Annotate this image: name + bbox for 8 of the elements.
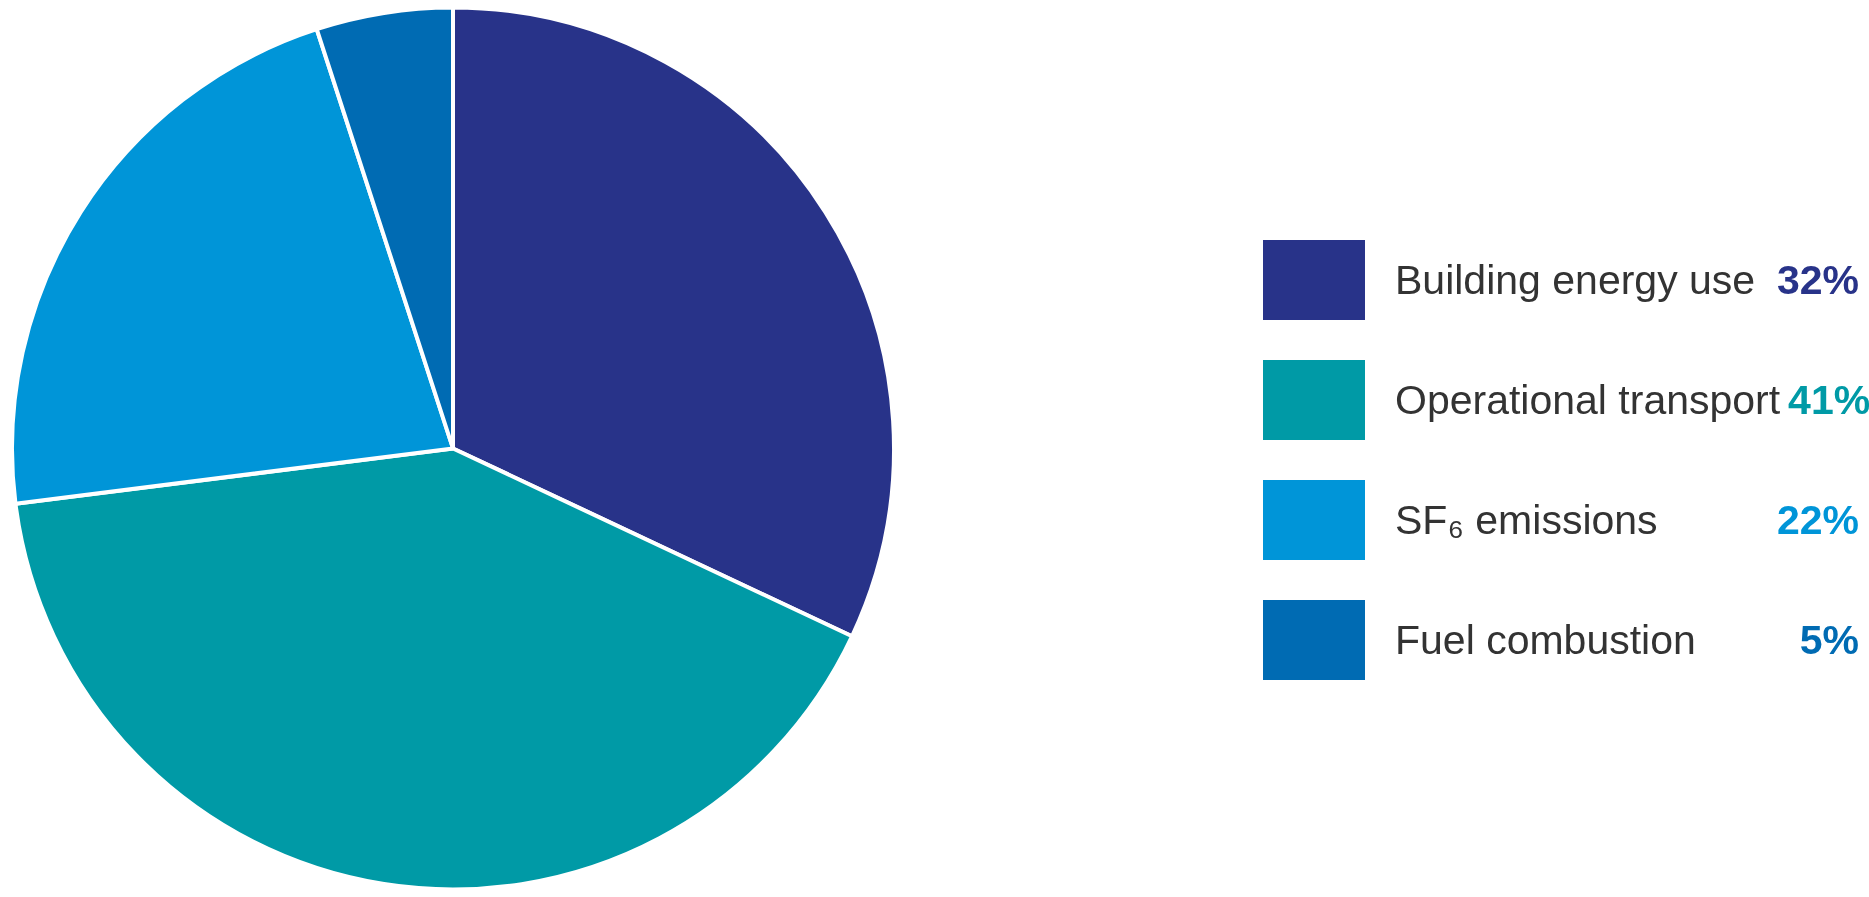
legend-label: SF₆ emissions: [1395, 496, 1659, 544]
data-label: 32%: [1775, 256, 1859, 304]
data-label: 22%: [1775, 496, 1859, 544]
legend-label: Building energy use: [1395, 256, 1757, 304]
data-label: 41%: [1787, 376, 1869, 424]
data-label: 5%: [1798, 616, 1859, 664]
legend-label: Operational transport: [1395, 376, 1781, 424]
legend-label: Fuel combustion: [1395, 616, 1697, 664]
